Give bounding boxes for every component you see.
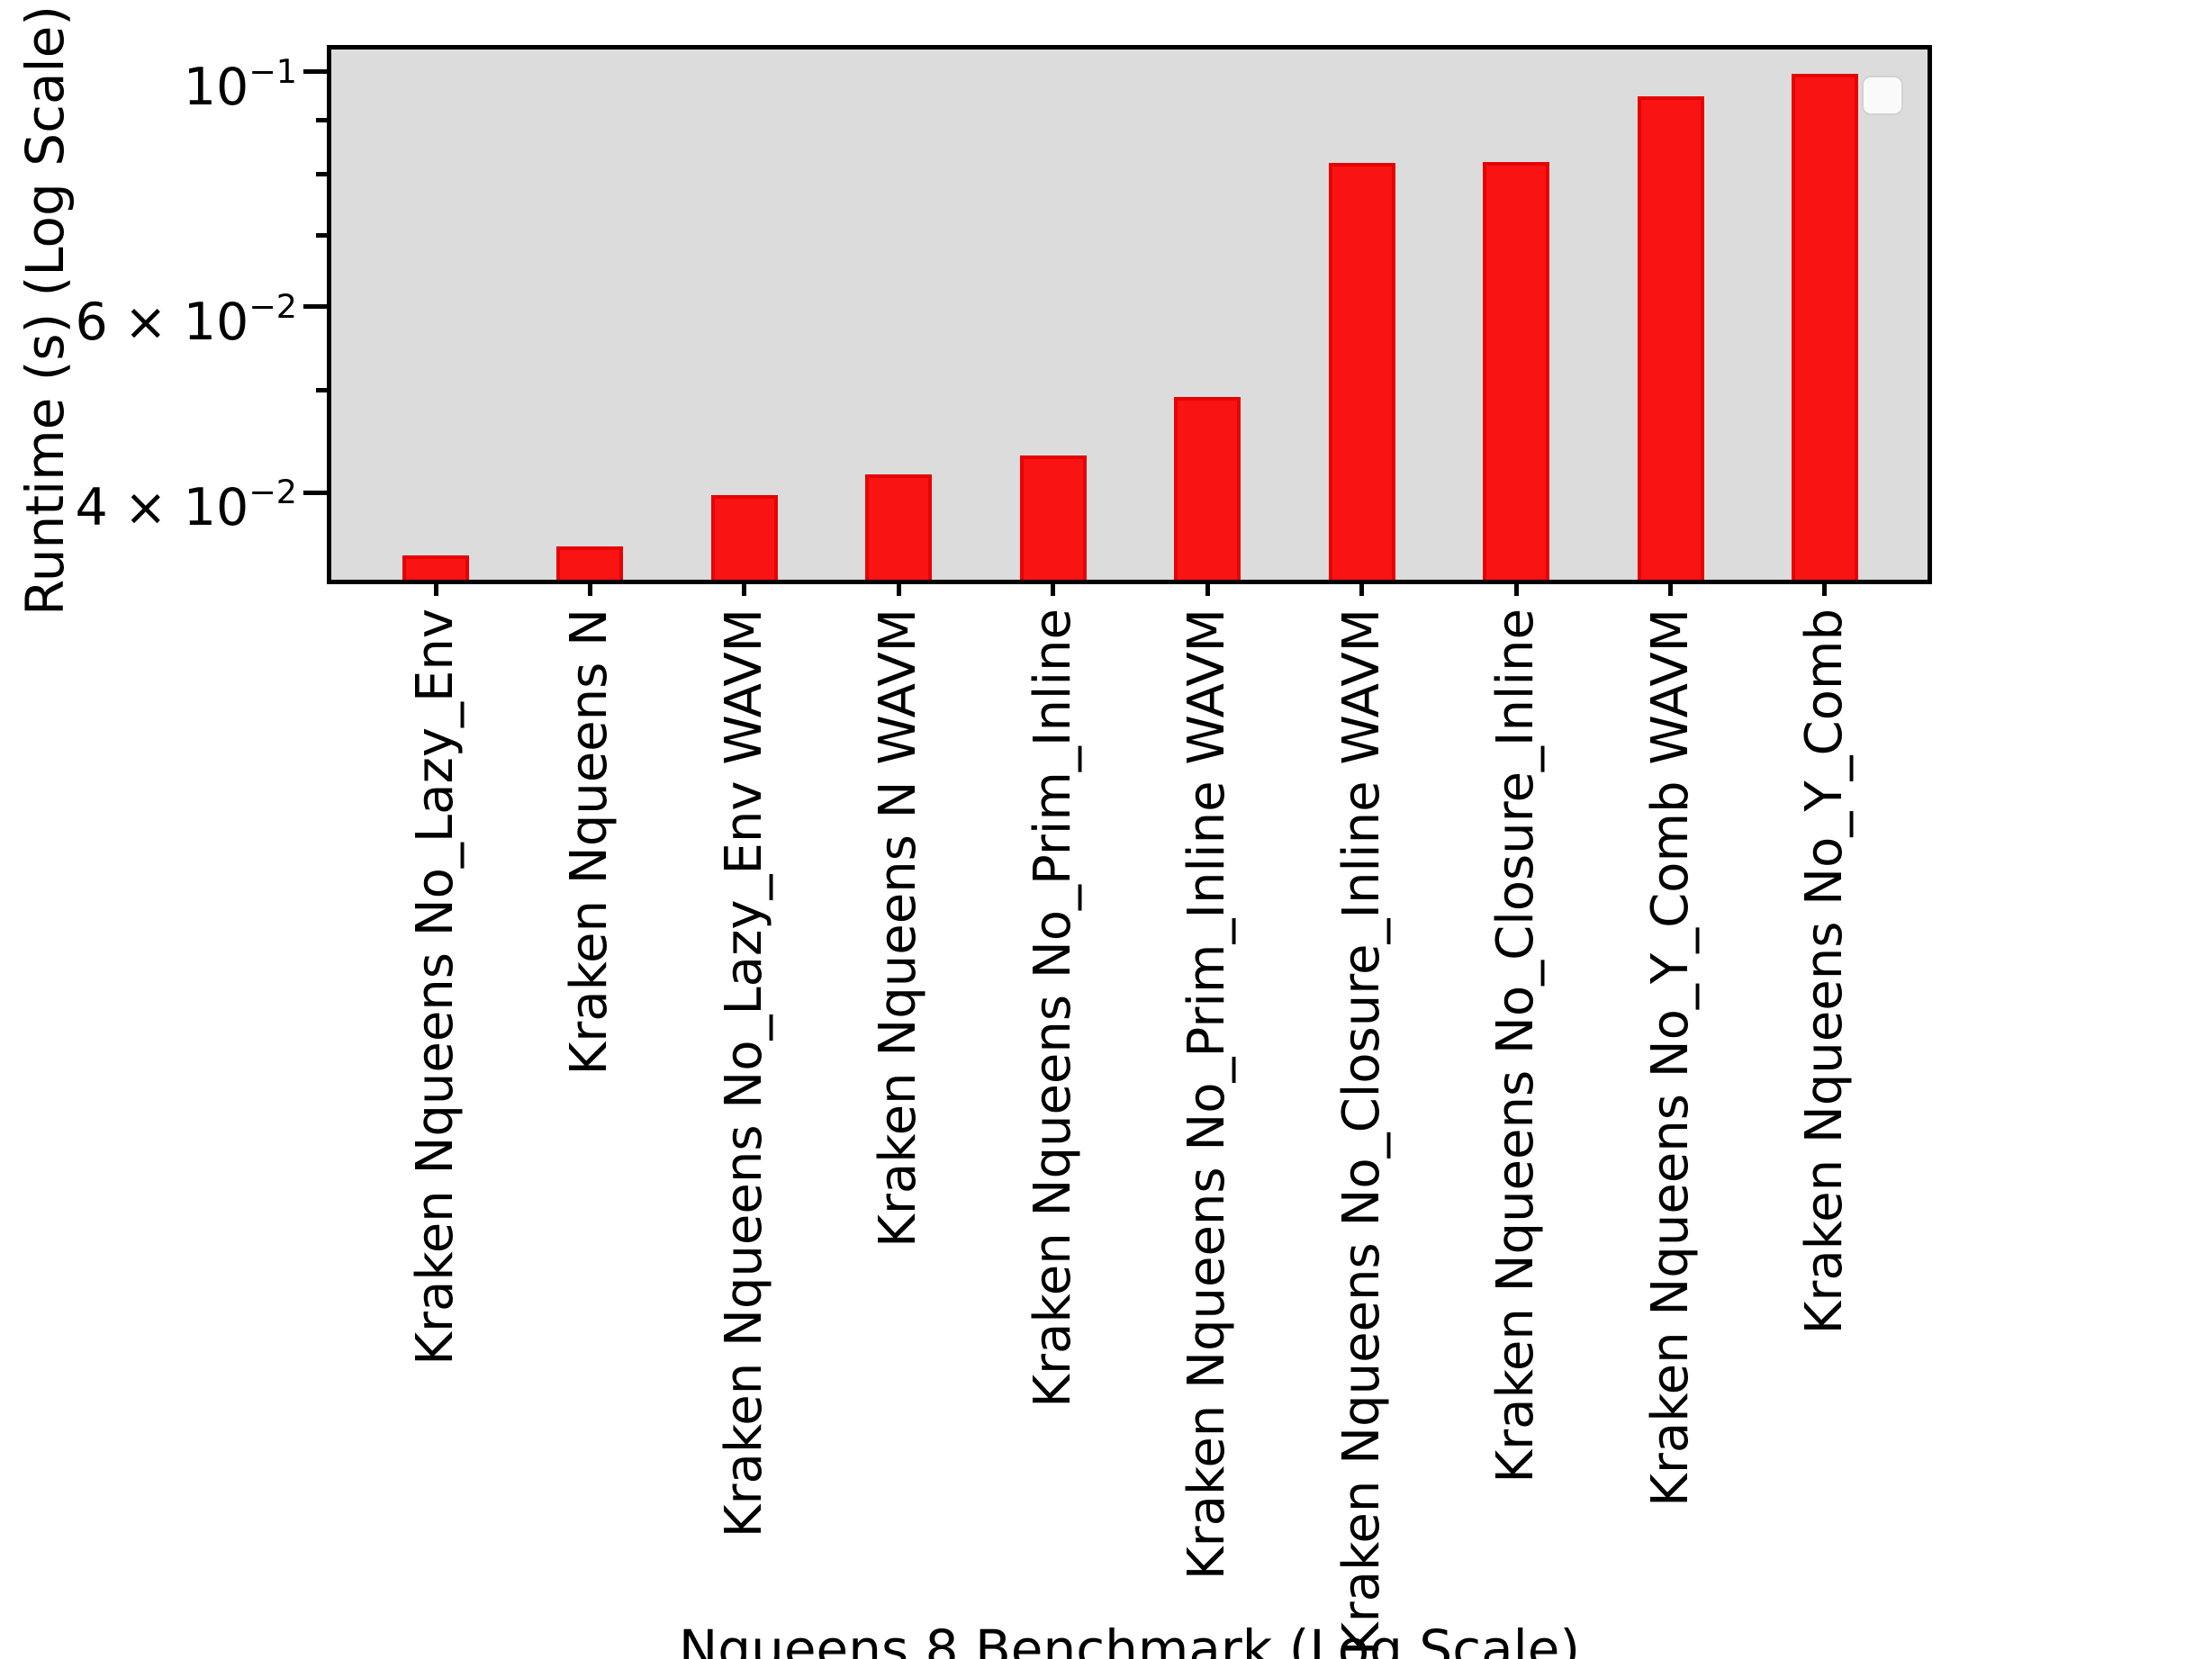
- x-tick: [588, 580, 592, 596]
- y-tick-label: 10−1: [183, 52, 297, 117]
- y-tick-label: 4 × 10−2: [75, 473, 297, 537]
- y-minor-tick: [316, 233, 327, 238]
- x-tick: [1668, 580, 1673, 596]
- y-major-tick: [303, 304, 327, 309]
- x-tick-label: Kraken Nqueens No_Y_Comb WAVM: [1641, 609, 1700, 1507]
- x-tick-label: Kraken Nqueens No_Closure_Inline WAVM: [1332, 609, 1391, 1656]
- y-minor-tick: [316, 172, 327, 176]
- plot-area: [327, 45, 1932, 584]
- x-tick: [1822, 580, 1827, 596]
- y-tick-label: 6 × 10−2: [75, 287, 297, 352]
- x-tick-label: Kraken Nqueens No_Prim_Inline WAVM: [1178, 609, 1236, 1581]
- x-tick: [1514, 580, 1519, 596]
- plot-content: [331, 50, 1928, 580]
- x-tick-label: Kraken Nqueens No_Lazy_Env: [406, 609, 465, 1366]
- bar: [865, 474, 932, 580]
- bar: [402, 555, 469, 580]
- x-tick-label: Kraken Nqueens N: [560, 609, 618, 1076]
- x-tick-label: Kraken Nqueens No_Lazy_Env WAVM: [715, 609, 773, 1538]
- bar: [1483, 162, 1549, 580]
- x-axis-label: Nqueens 8 Benchmark (Log Scale): [678, 1618, 1581, 1659]
- y-minor-tick: [316, 118, 327, 122]
- x-tick: [434, 580, 438, 596]
- bar: [1329, 163, 1395, 580]
- x-tick-label: Kraken Nqueens N WAVM: [869, 609, 927, 1248]
- y-major-tick: [303, 491, 327, 495]
- x-tick-label: Kraken Nqueens No_Prim_Inline: [1024, 609, 1082, 1408]
- x-tick-label: Kraken Nqueens No_Closure_Inline: [1486, 609, 1545, 1483]
- bar: [556, 546, 623, 580]
- x-tick: [897, 580, 901, 596]
- x-tick: [1205, 580, 1210, 596]
- x-tick: [1051, 580, 1055, 596]
- bar: [1638, 96, 1704, 580]
- y-tick-exponent: −1: [248, 52, 297, 91]
- x-tick: [1359, 580, 1364, 596]
- bar: [1174, 397, 1241, 580]
- bar: [1020, 455, 1087, 580]
- bar: [1792, 74, 1858, 580]
- legend-box: [1862, 76, 1903, 115]
- x-tick: [742, 580, 746, 596]
- y-tick-exponent: −2: [248, 473, 297, 511]
- x-tick-label: Kraken Nqueens No_Y_Comb: [1795, 609, 1854, 1335]
- y-major-tick: [303, 69, 327, 74]
- y-minor-tick: [316, 388, 327, 392]
- bar: [711, 495, 778, 580]
- y-tick-exponent: −2: [248, 287, 297, 326]
